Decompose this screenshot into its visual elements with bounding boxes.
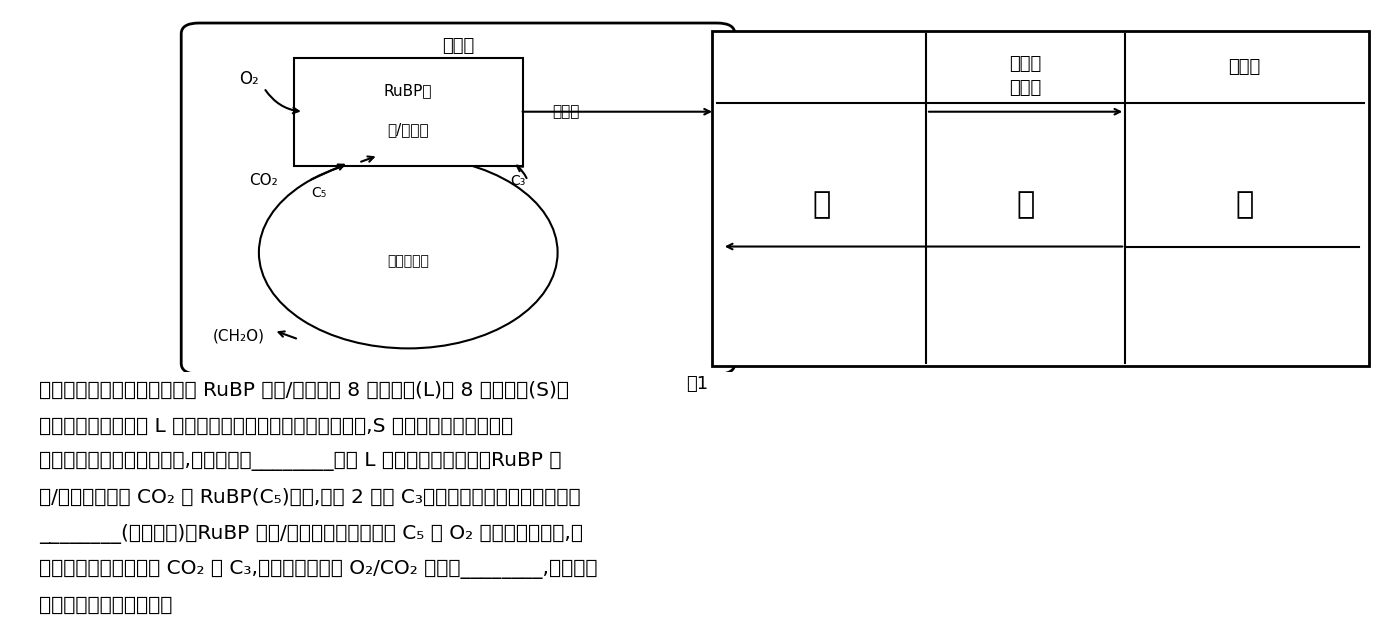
Text: CO₂: CO₂ xyxy=(250,173,279,188)
Text: 卡尔文循环: 卡尔文循环 xyxy=(388,254,429,268)
Text: C₃: C₃ xyxy=(510,173,526,187)
FancyBboxPatch shape xyxy=(712,31,1369,367)
Text: 物适应高氧低碳的环境。: 物适应高氧低碳的环境。 xyxy=(39,596,171,615)
Text: 叶绿体: 叶绿体 xyxy=(442,37,474,55)
Text: 过氧化: 过氧化 xyxy=(1009,55,1041,73)
Text: 核糖体中合成后进入叶绿体,在叶绿体的________中与 L 组装成有功能的酶。RuBP 羧: 核糖体中合成后进入叶绿体,在叶绿体的________中与 L 组装成有功能的酶。… xyxy=(39,453,562,471)
Text: C₅: C₅ xyxy=(311,186,326,200)
FancyBboxPatch shape xyxy=(294,58,523,166)
Text: 现代细胞分子生物学研究发现 RuBP 羧化/加氧酶由 8 个大亚基(L)和 8 个小亚基(S)组: 现代细胞分子生物学研究发现 RuBP 羧化/加氧酶由 8 个大亚基(L)和 8 … xyxy=(39,381,569,399)
Text: ________(写出两个)。RuBP 羧化/加氧酶还可参与催化 C₅ 与 O₂ 反应产生乙醇酸,乙: ________(写出两个)。RuBP 羧化/加氧酶还可参与催化 C₅ 与 O₂… xyxy=(39,525,583,544)
Ellipse shape xyxy=(259,157,558,349)
Text: 化/加氧酶: 化/加氧酶 xyxy=(388,122,429,137)
Text: (CH₂O): (CH₂O) xyxy=(213,329,265,344)
Text: 成。高等植物细胞中 L 由叶绿体基因编码并在叶绿体中合成,S 由细胞核基因编码并在: 成。高等植物细胞中 L 由叶绿体基因编码并在叶绿体中合成,S 由细胞核基因编码并… xyxy=(39,417,513,435)
Text: 呼: 呼 xyxy=(1016,190,1034,219)
Text: 乙醇酸: 乙醇酸 xyxy=(552,104,580,119)
Text: 图1: 图1 xyxy=(686,376,708,394)
Text: 化/加氧酶可催化 CO₂ 与 RuBP(C₅)结合,生成 2 分子 C₃。影响该反应的内部因素包括: 化/加氧酶可催化 CO₂ 与 RuBP(C₅)结合,生成 2 分子 C₃。影响该… xyxy=(39,489,580,507)
FancyBboxPatch shape xyxy=(181,23,735,374)
Text: 物酶体: 物酶体 xyxy=(1009,79,1041,97)
Text: 吸: 吸 xyxy=(1235,190,1253,219)
Text: 醇酸中的碳又重新生成 CO₂ 和 C₃,该过程使细胞内 O₂/CO₂ 的比值________,有利于生: 醇酸中的碳又重新生成 CO₂ 和 C₃,该过程使细胞内 O₂/CO₂ 的比值__… xyxy=(39,560,597,579)
Text: 光: 光 xyxy=(813,190,831,219)
Text: O₂: O₂ xyxy=(238,70,259,88)
Text: 线粒体: 线粒体 xyxy=(1228,58,1260,76)
Text: RuBP羧: RuBP羧 xyxy=(383,83,432,98)
